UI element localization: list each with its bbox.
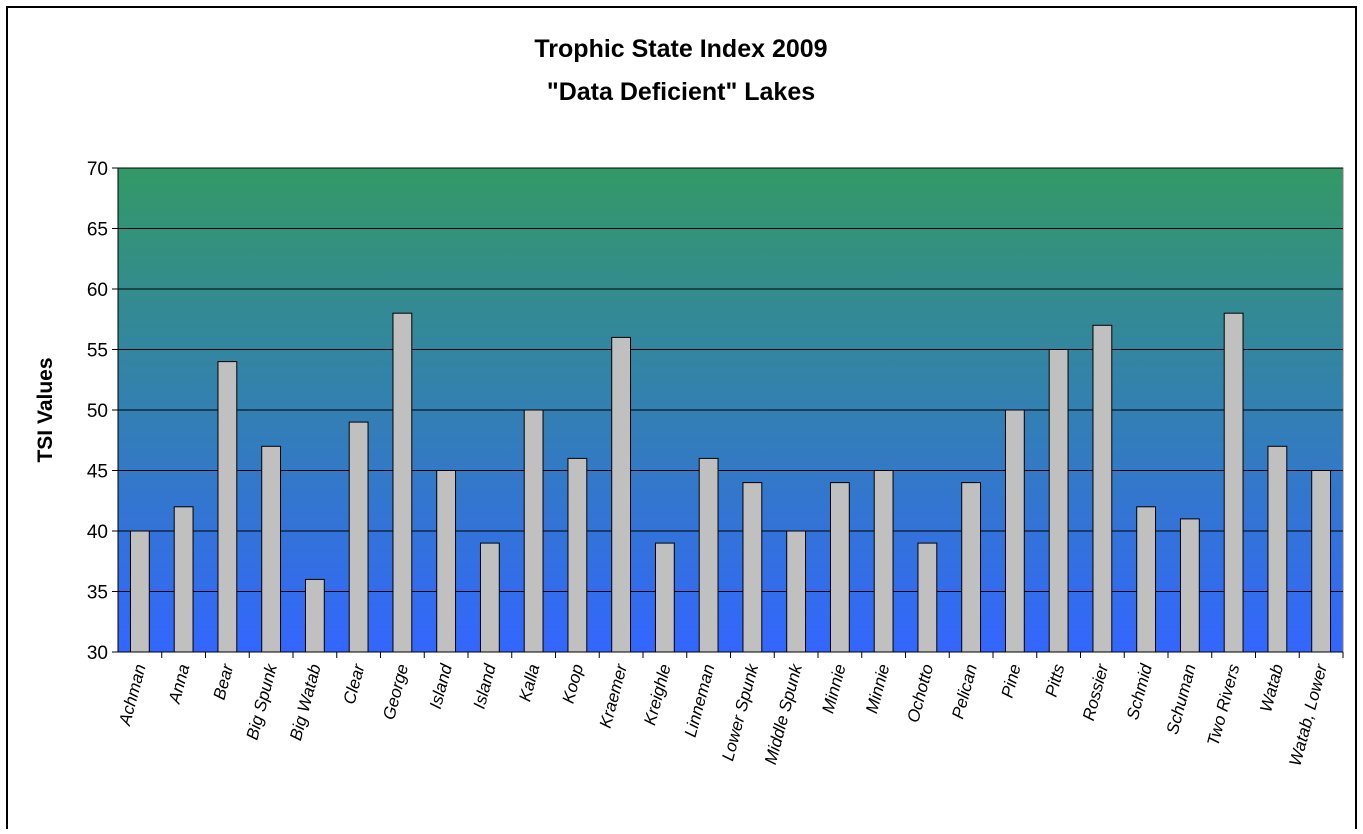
bar-15 — [742, 482, 763, 653]
bar-12 — [611, 336, 632, 653]
bar-3 — [217, 361, 238, 653]
bar-16 — [786, 530, 807, 653]
bar-28 — [1311, 470, 1332, 653]
y-axis-ticks: 30 35 40 45 50 55 60 65 70 — [87, 159, 118, 664]
chart-title-line-1: Trophic State Index 2009 — [534, 35, 827, 63]
bar-10 — [523, 409, 544, 653]
bar-24 — [1136, 506, 1157, 653]
bar-17 — [829, 482, 850, 653]
y-tick-label: 30 — [87, 643, 108, 664]
bar-7 — [392, 312, 413, 653]
bar-1 — [129, 530, 150, 653]
bar-20 — [961, 482, 982, 653]
bar-14 — [698, 457, 719, 653]
y-tick-label: 40 — [87, 522, 108, 543]
bar-23 — [1092, 324, 1113, 653]
bar-26 — [1223, 312, 1244, 653]
y-tick-label: 65 — [87, 220, 108, 241]
bar-21 — [1004, 409, 1025, 653]
y-tick-label: 50 — [87, 401, 108, 422]
chart-title-line-2: "Data Deficient" Lakes — [547, 78, 815, 106]
bar-27 — [1267, 445, 1288, 653]
bar-5 — [304, 578, 325, 653]
bar-8 — [436, 470, 457, 653]
bar-25 — [1179, 518, 1200, 653]
y-tick-label: 45 — [87, 462, 108, 483]
bars — [129, 312, 1332, 653]
bar-2 — [173, 506, 194, 653]
bar-19 — [917, 542, 938, 653]
y-axis-label: TSI Values — [34, 357, 57, 462]
bar-22 — [1048, 349, 1069, 653]
y-tick-label: 60 — [87, 280, 108, 301]
bar-11 — [567, 457, 588, 653]
y-tick-label: 70 — [87, 159, 108, 180]
bar-6 — [348, 421, 369, 653]
bar-13 — [654, 542, 675, 653]
bar-18 — [873, 470, 894, 653]
bar-9 — [479, 542, 500, 653]
y-tick-label: 55 — [87, 341, 108, 362]
bar-4 — [261, 445, 282, 653]
y-tick-label: 35 — [87, 583, 108, 604]
